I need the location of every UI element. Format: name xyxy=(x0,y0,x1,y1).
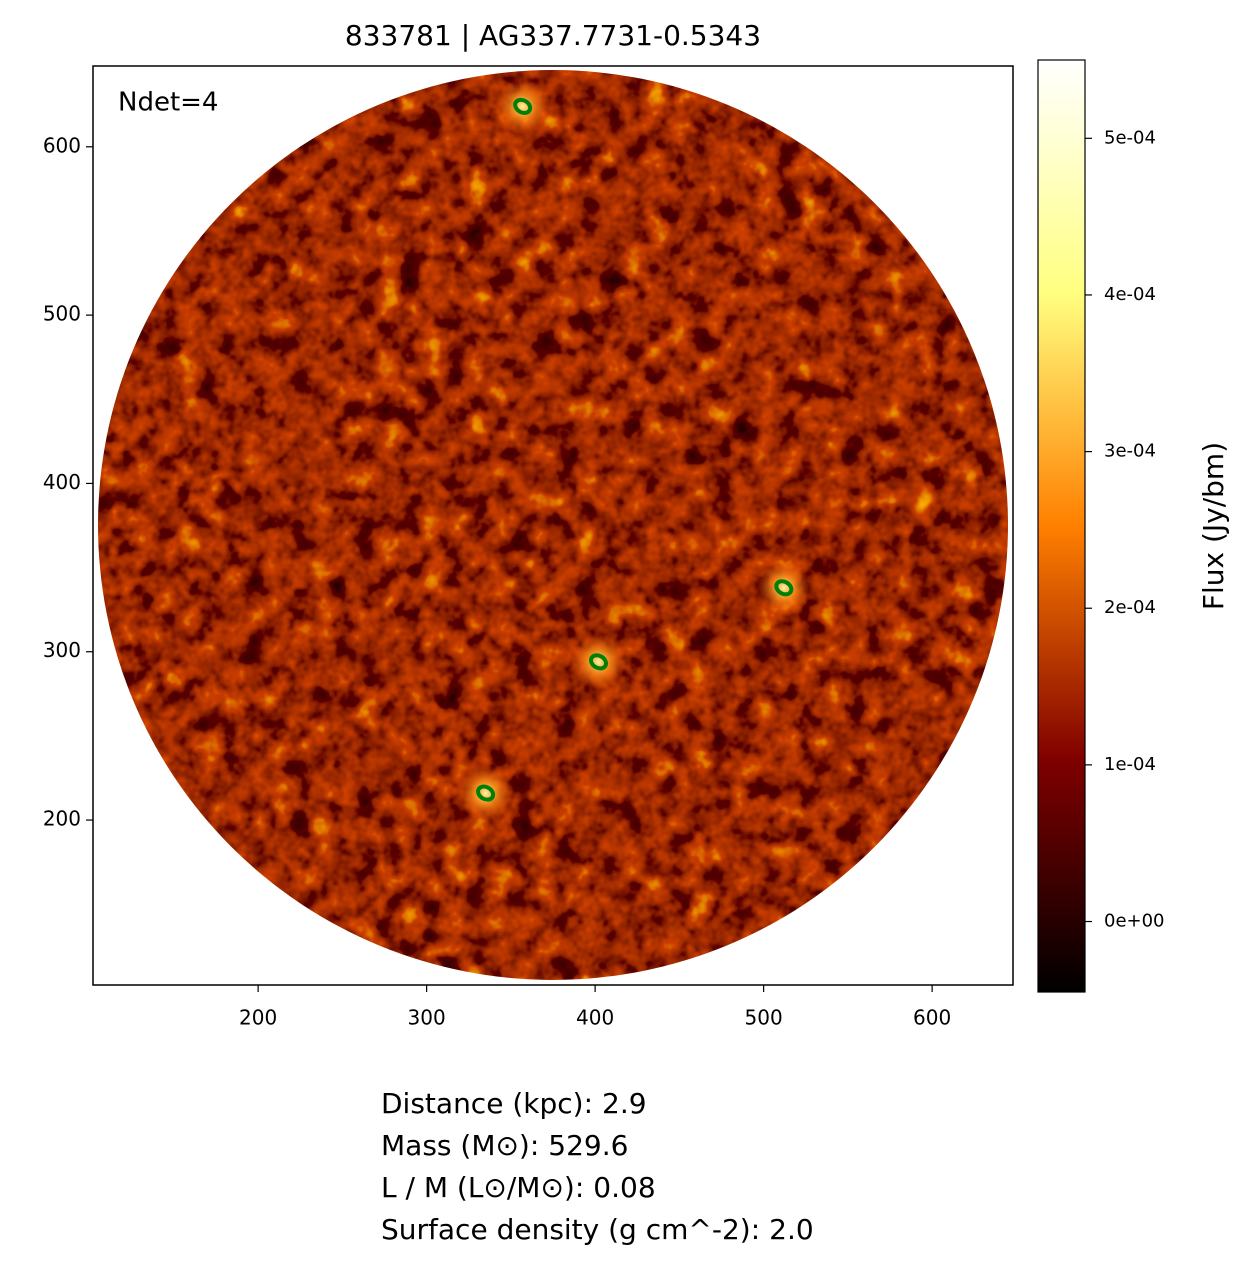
info-line: Distance (kpc): 2.9 xyxy=(381,1087,647,1120)
info-value: 2.9 xyxy=(602,1087,647,1120)
detection xyxy=(588,653,609,671)
source-glow xyxy=(570,633,627,690)
info-value: 0.08 xyxy=(593,1171,655,1204)
info-line: Mass (M⊙): 529.6 xyxy=(381,1129,628,1162)
source-glow xyxy=(755,559,812,616)
x-tick-label: 200 xyxy=(239,1006,277,1030)
source-glow xyxy=(457,765,514,822)
info-value: 529.6 xyxy=(548,1129,628,1162)
colorbar-tick-label: 5e-04 xyxy=(1104,127,1156,148)
colorbar-label: Flux (Jy/bm) xyxy=(1197,442,1230,610)
detection xyxy=(774,579,794,597)
x-tick-label: 600 xyxy=(913,1006,951,1030)
chart-title: 833781 | AG337.7731-0.5343 xyxy=(345,19,761,52)
info-label: Distance (kpc): xyxy=(381,1087,593,1120)
detection xyxy=(513,97,533,115)
colorbar xyxy=(1037,59,1086,993)
axes-frame xyxy=(92,65,1014,986)
colorbar-tick-label: 4e-04 xyxy=(1104,284,1156,305)
detection xyxy=(476,784,496,802)
colorbar-tick-label: 1e-04 xyxy=(1104,754,1156,775)
info-label: Mass (M⊙): xyxy=(381,1129,539,1162)
colorbar-tick-label: 0e+00 xyxy=(1104,911,1165,932)
x-tick-label: 500 xyxy=(745,1006,783,1030)
x-tick-label: 400 xyxy=(576,1006,614,1030)
colorbar-tick-label: 2e-04 xyxy=(1104,597,1156,618)
annotation: Ndet=4 xyxy=(118,88,218,118)
info-label: Surface density (g cm^-2): xyxy=(381,1213,760,1246)
info-value: 2.0 xyxy=(769,1213,814,1246)
y-tick-label: 500 xyxy=(43,302,81,326)
x-tick-label: 300 xyxy=(408,1006,446,1030)
info-line: Surface density (g cm^-2): 2.0 xyxy=(381,1213,814,1246)
info-line: L / M (L⊙/M⊙): 0.08 xyxy=(381,1171,656,1204)
info-label: L / M (L⊙/M⊙): xyxy=(381,1171,584,1204)
y-tick-label: 400 xyxy=(43,470,81,494)
y-tick-label: 300 xyxy=(43,638,81,662)
source-glow xyxy=(494,78,551,135)
colorbar-tick-label: 3e-04 xyxy=(1104,441,1156,462)
y-tick-label: 200 xyxy=(43,807,81,831)
y-tick-label: 600 xyxy=(43,133,81,157)
image xyxy=(98,70,1008,980)
